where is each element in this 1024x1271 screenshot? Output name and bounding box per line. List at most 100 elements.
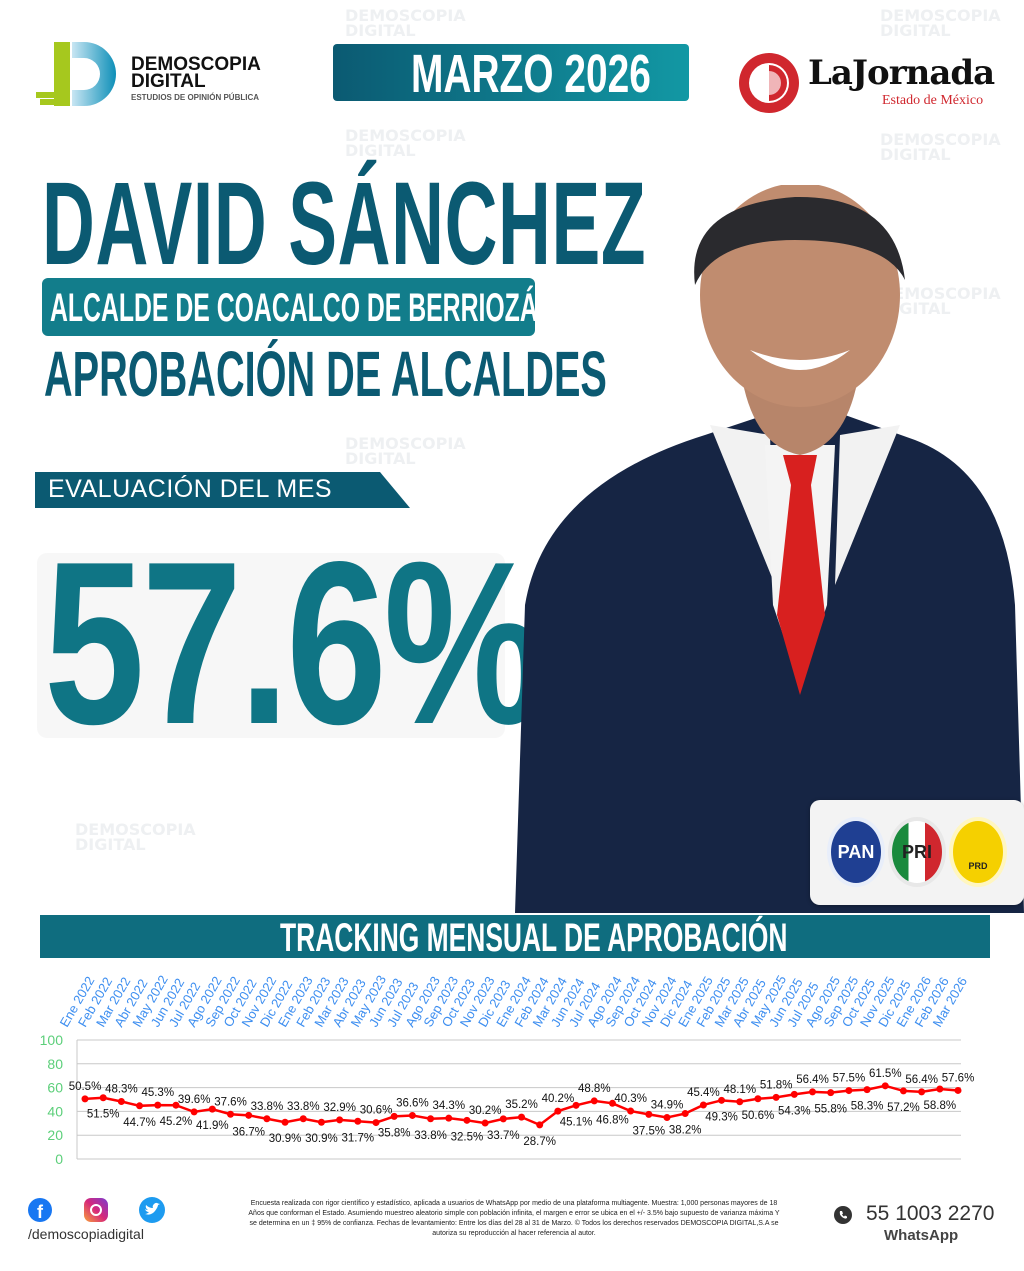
data-point <box>627 1107 635 1115</box>
data-label: 30.6% <box>360 1105 393 1117</box>
data-point <box>427 1115 435 1123</box>
partner-name: LaJornada <box>808 53 995 93</box>
data-label: 35.2% <box>505 1099 538 1111</box>
data-label: 58.8% <box>924 1100 957 1112</box>
data-point <box>736 1098 744 1106</box>
whatsapp-icon <box>834 1206 852 1224</box>
y-tick-label: 20 <box>47 1127 63 1143</box>
data-point <box>317 1118 325 1126</box>
watermark: DEMOSCOPIA DIGITAL <box>345 126 466 160</box>
data-label: 57.5% <box>833 1073 866 1085</box>
data-point <box>827 1089 835 1097</box>
data-point <box>536 1121 544 1129</box>
data-point <box>918 1088 926 1096</box>
y-tick-label: 100 <box>40 1032 63 1048</box>
watermark: DEMOSCOPIA DIGITAL <box>345 434 466 468</box>
social-handle[interactable]: /demoscopiadigital <box>28 1226 144 1242</box>
tracking-title: TRACKING MENSUAL DE APROBACIÓN <box>280 916 788 960</box>
data-point <box>99 1094 107 1102</box>
brand-name-line1: DEMOSCOPIA <box>131 54 261 75</box>
data-label: 51.5% <box>87 1109 120 1121</box>
watermark: DEMOSCOPIA DIGITAL <box>75 820 196 854</box>
data-point <box>699 1101 707 1109</box>
eval-banner <box>35 472 410 508</box>
brand-name-line2: DIGITAL <box>131 71 206 92</box>
data-point <box>336 1116 344 1124</box>
data-point <box>663 1113 671 1121</box>
data-label: 45.3% <box>141 1087 174 1099</box>
data-label: 39.6% <box>178 1094 211 1106</box>
data-label: 33.8% <box>414 1130 447 1142</box>
data-point <box>481 1119 489 1127</box>
y-tick-label: 60 <box>47 1080 63 1096</box>
data-label: 37.5% <box>633 1125 666 1137</box>
data-point <box>281 1118 289 1126</box>
data-point <box>463 1116 471 1124</box>
data-label: 41.9% <box>196 1120 229 1132</box>
data-point <box>590 1097 598 1105</box>
watermark: DEMOSCOPIA DIGITAL <box>880 6 1001 40</box>
data-point <box>936 1085 944 1093</box>
y-tick-label: 80 <box>47 1056 63 1072</box>
demoscopia-d-icon <box>36 42 116 106</box>
data-label: 44.7% <box>123 1117 156 1129</box>
data-label: 58.3% <box>851 1101 884 1113</box>
date-badge-text: MARZO 2026 <box>411 44 651 104</box>
data-label: 50.6% <box>742 1110 775 1122</box>
data-label: 34.3% <box>432 1100 465 1112</box>
data-label: 50.5% <box>69 1081 102 1093</box>
data-point <box>172 1101 180 1109</box>
data-label: 61.5% <box>869 1068 902 1080</box>
data-point <box>863 1086 871 1094</box>
data-label: 37.6% <box>214 1096 247 1108</box>
data-label: 55.8% <box>814 1104 847 1116</box>
data-label: 56.4% <box>905 1074 938 1086</box>
data-label: 51.8% <box>760 1079 793 1091</box>
data-label: 30.9% <box>269 1133 302 1145</box>
candidate-photo <box>515 183 1024 918</box>
y-tick-label: 0 <box>55 1151 63 1167</box>
survey-title: APROBACIÓN DE ALCALDES <box>44 338 607 410</box>
data-label: 56.4% <box>796 1074 829 1086</box>
phone-number[interactable]: 55 1003 2270 <box>866 1202 995 1225</box>
y-tick-label: 40 <box>47 1103 63 1119</box>
la-jornada-sun-icon <box>736 50 802 121</box>
brand-name: DEMOSCOPIA DIGITAL <box>131 54 261 92</box>
data-label: 36.7% <box>232 1126 265 1138</box>
data-point <box>754 1095 762 1103</box>
data-label: 36.6% <box>396 1097 429 1109</box>
data-point <box>372 1119 380 1127</box>
data-label: 48.1% <box>723 1084 756 1096</box>
data-point <box>499 1115 507 1123</box>
data-point <box>81 1095 89 1103</box>
data-label: 48.3% <box>105 1084 138 1096</box>
data-point <box>227 1110 234 1118</box>
data-point <box>117 1098 125 1106</box>
data-point <box>718 1096 726 1104</box>
phone-label: WhatsApp <box>884 1227 959 1244</box>
watermark: DEMOSCOPIA DIGITAL <box>880 130 1001 164</box>
data-point <box>681 1110 689 1118</box>
data-label: 30.9% <box>305 1133 338 1145</box>
facebook-icon[interactable]: f <box>28 1198 52 1222</box>
data-label: 57.2% <box>887 1102 920 1114</box>
data-label: 48.8% <box>578 1083 611 1095</box>
data-label: 57.6% <box>942 1072 975 1084</box>
position-box <box>42 278 535 336</box>
data-label: 38.2% <box>669 1125 702 1137</box>
data-label: 54.3% <box>778 1105 811 1117</box>
brand-tagline: ESTUDIOS DE OPINIÓN PÚBLICA <box>131 93 260 102</box>
eval-value-panel <box>37 553 505 738</box>
data-point <box>572 1101 580 1109</box>
data-label: 45.1% <box>560 1116 593 1128</box>
data-label: 32.5% <box>451 1131 484 1143</box>
twitter-icon[interactable] <box>139 1197 165 1223</box>
data-label: 40.2% <box>542 1093 575 1105</box>
data-label: 35.8% <box>378 1127 411 1139</box>
instagram-icon[interactable] <box>84 1198 108 1222</box>
prd-logo: PRD <box>949 817 1007 887</box>
data-label: 30.2% <box>469 1105 502 1117</box>
data-point <box>208 1105 216 1113</box>
tracking-header <box>40 915 990 958</box>
